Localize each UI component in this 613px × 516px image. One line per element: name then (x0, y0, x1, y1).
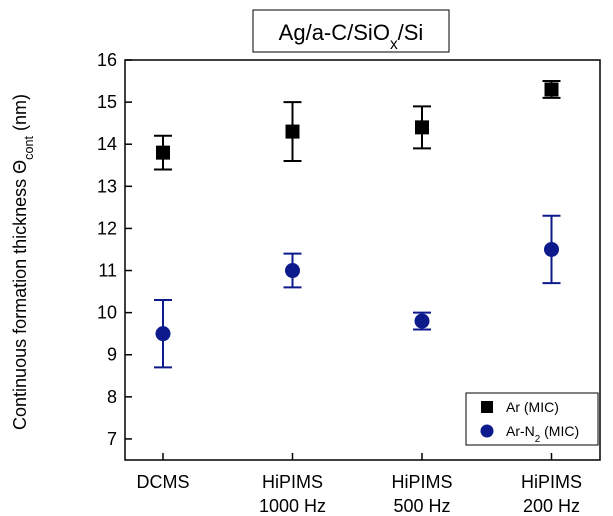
y-tick-label: 11 (98, 261, 117, 281)
subscript: 2 (535, 434, 540, 445)
subscript: cont (22, 136, 36, 160)
text-part: (MIC) (540, 423, 579, 439)
legend-label: Ar (MIC) (506, 399, 559, 415)
x-tick-label: 500 Hz (393, 496, 450, 516)
x-tick-label: 200 Hz (523, 496, 580, 516)
text-part: /Si (398, 20, 424, 45)
chart-title: Ag/a-C/SiOx/Si (279, 20, 424, 53)
data-point (156, 145, 170, 160)
plot-frame (124, 59, 601, 461)
y-tick-label: 12 (97, 218, 117, 238)
x-tick-label: HiPIMS (521, 472, 582, 492)
data-point (285, 263, 300, 279)
y-tick-label: 15 (97, 92, 117, 112)
y-axis-label: Continuous formation thickness Θcont (nm… (10, 94, 36, 430)
legend-marker (481, 401, 493, 413)
text-part: (nm) (10, 94, 30, 136)
y-tick-label: 14 (97, 134, 117, 154)
text-part: Ar-N (506, 423, 535, 439)
data-point (415, 120, 429, 135)
legend-label: Ar-N2 (MIC) (506, 423, 579, 445)
text-part: Continuous formation thickness Θ (10, 160, 30, 430)
text-part: Ag/a-C/SiO (279, 20, 390, 45)
data-point (544, 241, 559, 257)
y-tick-label: 8 (107, 387, 117, 407)
title-box (252, 9, 450, 53)
data-point (155, 326, 171, 342)
y-tick-label: 13 (97, 176, 117, 196)
y-tick-label: 16 (97, 50, 117, 70)
x-tick-label: HiPIMS (262, 472, 323, 492)
data-point (544, 82, 559, 97)
legend-marker (480, 424, 494, 438)
y-tick-label: 9 (107, 345, 117, 365)
x-tick-label: 1000 Hz (259, 496, 326, 516)
x-tick-label: HiPIMS (391, 472, 452, 492)
data-point (414, 313, 430, 329)
data-point (285, 124, 300, 139)
y-tick-label: 7 (107, 429, 117, 449)
subscript: x (390, 36, 398, 53)
y-tick-label: 10 (97, 303, 117, 323)
x-tick-label: DCMS (137, 472, 190, 492)
